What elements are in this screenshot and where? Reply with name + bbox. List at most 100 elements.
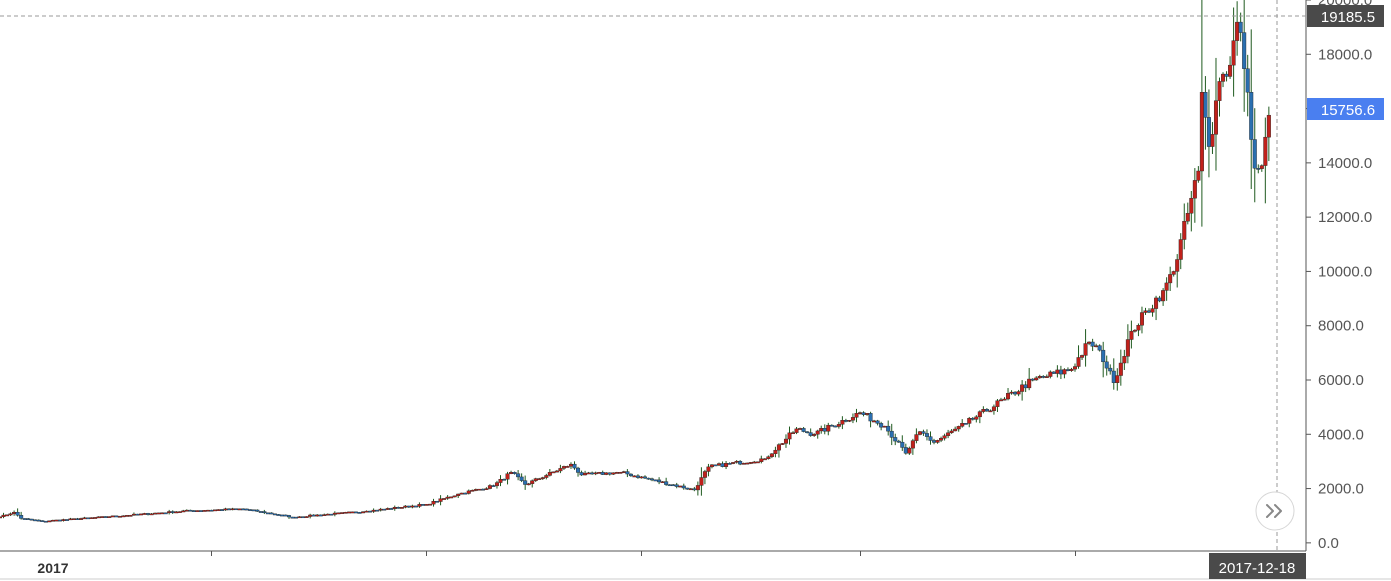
candle [1108,367,1113,372]
candle [709,464,714,468]
candle [843,420,848,422]
candle [1115,375,1120,383]
candle [135,513,140,516]
candle [621,471,626,473]
candle [0,516,2,519]
candle [1097,345,1102,351]
candle [917,431,922,435]
candle [1175,259,1180,272]
candle [160,512,165,515]
candle [473,489,478,491]
candle [491,485,496,487]
crosshair-price-label: 19185.5 [1321,9,1375,26]
candle [131,513,136,516]
candle [350,511,355,514]
candle [780,443,785,445]
candle [487,485,492,489]
candle [188,509,193,512]
candle [540,477,545,479]
candle [953,428,958,432]
candle [625,471,630,475]
candle [1256,168,1261,170]
candle [54,519,59,522]
candle [822,428,827,432]
candle [325,513,330,516]
last-price-label: 15756.6 [1321,102,1375,119]
y-tick-label: 6000.0 [1318,372,1364,389]
y-tick-label: 14000.0 [1318,155,1372,172]
candle [769,453,774,457]
candle [322,514,327,516]
candle [19,515,24,519]
candle [205,509,210,512]
candle [33,519,38,522]
candle [657,479,662,483]
candle [516,473,521,478]
candle [389,508,394,510]
candle [738,460,743,465]
candle [607,472,612,475]
candle [110,515,115,518]
candle [184,509,189,512]
candle [808,432,813,436]
candle [533,478,538,481]
candle [1104,361,1109,369]
candle [798,428,803,430]
candle [865,413,870,415]
candle [956,426,961,430]
candle [731,462,736,464]
candle [420,504,425,506]
candle [1030,378,1035,381]
candle [787,432,792,440]
candle [181,510,186,513]
candle [1231,40,1236,66]
candle [741,463,746,465]
candle [921,431,926,434]
candle [678,485,683,488]
candle [1217,81,1222,101]
candle [1065,369,1070,371]
candle [981,409,986,412]
candle [872,420,877,423]
candle [1094,345,1099,348]
candle [692,488,697,491]
candle [121,515,126,518]
candle [424,504,429,506]
candle [8,513,13,516]
candle [1020,384,1025,392]
candle [671,484,676,487]
scroll-to-latest-button[interactable] [1255,491,1295,531]
candle [1034,377,1039,381]
candle [967,418,972,424]
candle [283,514,288,517]
candle [900,441,905,448]
candle [40,520,45,522]
candle [26,518,31,520]
candle [1150,308,1155,313]
candle [272,513,277,516]
candle [237,508,242,511]
candle [304,516,309,518]
candle [72,518,77,520]
candle [1013,391,1018,395]
candle [22,518,27,520]
candle [64,519,69,521]
candle [695,485,700,491]
candle [29,518,34,521]
candle [699,477,704,486]
candle [1213,100,1218,135]
candle [117,516,122,518]
candle [974,416,979,420]
candle [628,473,633,477]
candle [801,428,806,432]
candle [928,436,933,441]
candle [265,512,270,515]
candle [89,517,94,519]
candle [1189,197,1194,214]
candle [1136,325,1141,331]
candle [156,512,161,515]
candle [847,420,852,422]
candle [1266,114,1271,138]
candle [653,479,658,482]
